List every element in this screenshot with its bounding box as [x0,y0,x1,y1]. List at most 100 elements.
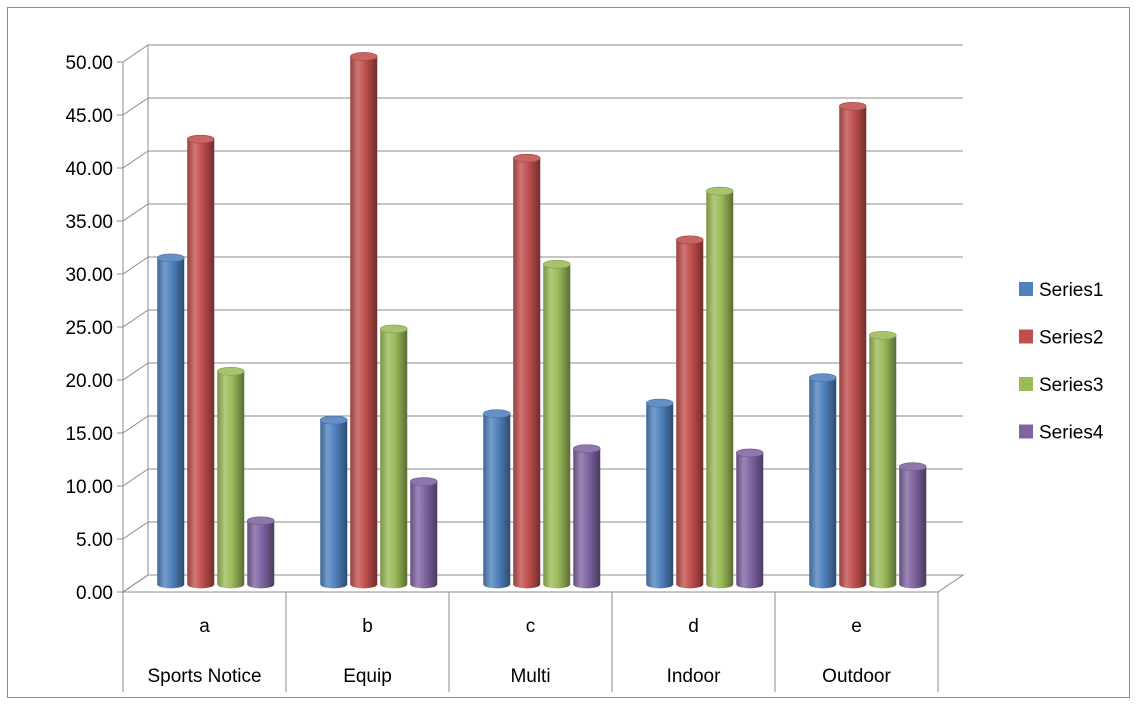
bar-top [482,409,511,418]
bar-series2-a [186,134,215,589]
bar-series3-c [542,259,571,589]
bar-top [542,259,571,269]
bar-series2-b [349,52,378,589]
x-sublabel: Sports Notice [147,666,261,687]
bar-body [410,481,438,589]
y-tick-label: 40.00 [65,159,113,180]
gridline-depth [122,150,149,169]
x-sublabel: Indoor [667,666,722,687]
bar-top [898,462,927,471]
y-tick-label: 45.00 [65,106,113,127]
bar-body [706,191,734,589]
bar-body [187,139,215,589]
bar-series3-e [868,330,897,589]
bar-body [573,448,601,589]
legend-swatch [1019,329,1033,344]
bar-top [319,415,348,425]
legend-label: Series3 [1039,375,1103,396]
bar-top [409,477,438,486]
gridline-depth [122,256,149,275]
bar-body [869,335,897,589]
bar-series1-e [808,373,837,589]
legend-label: Series2 [1039,328,1103,349]
bar-top [379,324,408,334]
gridline-depth [122,415,149,434]
bar-series2-e [838,101,867,589]
x-tick-label: b [362,616,373,637]
bar-top [645,398,674,408]
bar-body [543,264,571,589]
bar-top [808,373,837,382]
bar-top [216,366,245,376]
bar-top [186,134,215,144]
bar-top [705,186,734,196]
x-sublabel: Outdoor [822,666,891,687]
bar-body [157,257,185,589]
bar-body [839,106,867,589]
bar-top [838,101,867,111]
bar-series1-d [645,398,674,589]
bar-body [899,466,927,589]
legend-swatch [1019,424,1033,439]
bar-series4-d [735,448,764,589]
gridline-depth [122,574,149,593]
x-tick-label: a [199,616,210,637]
bar-series1-b [319,415,348,589]
y-tick-label: 10.00 [65,477,113,498]
gridline-depth [122,521,149,540]
y-tick-label: 0.00 [76,583,113,604]
y-tick-label: 5.00 [76,530,113,551]
bar-top [246,516,275,526]
x-sublabel: Equip [343,666,392,687]
bar-top [512,153,541,163]
bar-series2-d [675,235,704,589]
bar-top [868,330,897,340]
y-tick-label: 15.00 [65,424,113,445]
bar-top [675,235,704,245]
y-tick-label: 30.00 [65,265,113,286]
bar-top [349,52,378,61]
gridline-depth [122,44,149,63]
bar-body [320,420,348,589]
bar-body [676,239,704,589]
x-tick-label: d [688,616,699,637]
gridline-depth [122,309,149,328]
y-tick-label: 50.00 [65,53,113,74]
bar-series3-a [216,366,245,589]
bar-body [217,371,245,589]
x-sublabel: Multi [510,666,550,687]
bar-series4-c [572,444,601,589]
legend-label: Series4 [1039,423,1104,444]
legend-swatch [1019,377,1033,391]
bar-top [572,444,601,453]
x-tick-label: c [526,616,536,637]
bar-series4-e [898,462,927,589]
bar-series4-b [409,477,438,589]
legend-swatch [1019,282,1033,296]
y-tick-label: 25.00 [65,318,113,339]
bar-body [380,328,408,589]
bar-body [736,452,764,589]
bar-series1-c [482,409,511,589]
gridline-depth [122,203,149,222]
bar-top [156,253,185,263]
legend-label: Series1 [1039,280,1103,301]
bar-series2-c [512,153,541,589]
y-tick-label: 35.00 [65,212,113,233]
x-tick-label: e [851,616,862,637]
gridline-depth [122,97,149,116]
y-tick-label: 20.00 [65,371,113,392]
bar-top [735,448,764,458]
bar-body [513,158,541,589]
bar-series3-d [705,186,734,589]
gridline-depth [122,468,149,487]
bar-body [350,56,378,589]
bar-series4-a [246,516,275,589]
bar-body [646,403,674,589]
gridline-depth [122,362,149,381]
bar-body [247,520,275,589]
bar-series1-a [156,253,185,589]
bar-body [809,377,837,589]
